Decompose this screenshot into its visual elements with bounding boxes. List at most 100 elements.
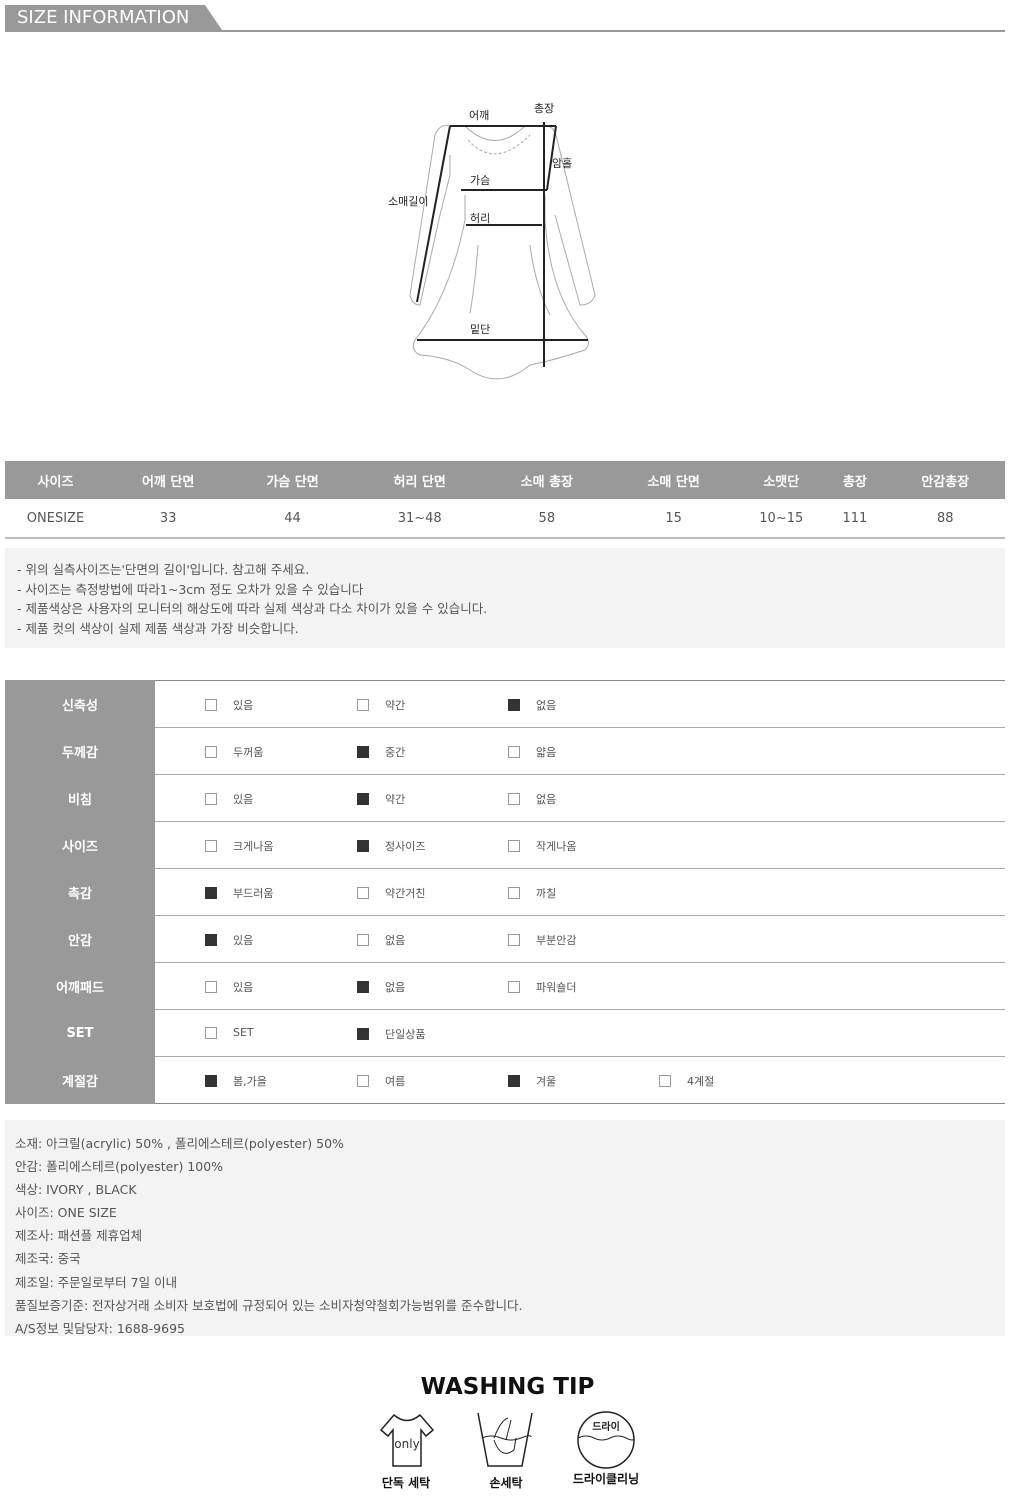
- hand-wash-icon: [477, 1412, 533, 1467]
- attribute-option: 없음: [357, 932, 405, 948]
- option-label: 단일상품: [385, 1028, 426, 1041]
- checkbox-unchecked: [508, 981, 520, 993]
- label-chest: 가슴: [470, 174, 490, 187]
- info-line: 색상: IVORY , BLACK: [15, 1182, 137, 1198]
- size-table: 사이즈 어깨 단면 가슴 단면 허리 단면 소매 총장 소매 단면 소맷단 총장 안감총장 ON…: [5, 461, 1005, 539]
- checkbox-checked: [357, 840, 369, 852]
- option-label: 겨울: [536, 1075, 557, 1088]
- info-line: 품질보증기준: 전자상거래 소비자 보호법에 규정되어 있는 소비자청약철회가능…: [15, 1297, 523, 1313]
- checkbox-unchecked: [659, 1075, 671, 1087]
- column-header: 허리 단면: [354, 461, 485, 499]
- caption-dry-clean: 드라이클리닝: [572, 1472, 640, 1486]
- column-header: 총장: [824, 461, 886, 499]
- attribute-option: 얇음: [508, 744, 556, 760]
- info-line: 사이즈: ONE SIZE: [15, 1205, 117, 1221]
- checkbox-unchecked: [205, 746, 217, 758]
- attribute-label: 안감: [5, 915, 155, 963]
- table-cell: 58: [484, 499, 610, 539]
- table-cell: 44: [230, 499, 355, 539]
- table-cell: 88: [885, 499, 1005, 539]
- checkbox-unchecked: [508, 934, 520, 946]
- option-label: 봄,가을: [233, 1075, 267, 1088]
- attribute-label: 신축성: [5, 680, 155, 728]
- checkbox-unchecked: [357, 1075, 369, 1087]
- checkbox-unchecked: [508, 746, 520, 758]
- attribute-option: 겨울: [508, 1073, 556, 1089]
- info-line: 제조사: 패션플 제휴업체: [15, 1228, 143, 1244]
- checkbox-unchecked: [357, 934, 369, 946]
- option-label: 중간: [385, 746, 406, 759]
- option-label: 없음: [536, 699, 557, 712]
- checkbox-checked: [357, 793, 369, 805]
- attribute-row: 사이즈 크게나옴 정사이즈 작게나옴: [5, 821, 1005, 869]
- option-label: 약간: [385, 793, 406, 806]
- attribute-label: 어깨패드: [5, 962, 155, 1010]
- checkbox-unchecked: [205, 1026, 217, 1039]
- size-notes: - 위의 실측사이즈는'단면의 길이'입니다. 참고해 주세요. - 사이즈는 측…: [5, 548, 1005, 648]
- info-line: 제조일: 주문일로부터 7일 이내: [15, 1274, 178, 1290]
- option-label: 없음: [385, 934, 406, 947]
- option-label: 있음: [233, 981, 254, 994]
- checkbox-unchecked: [205, 840, 217, 852]
- caption-hand-wash: 손세탁: [489, 1476, 523, 1490]
- option-label: 없음: [385, 981, 406, 994]
- attribute-option: 중간: [357, 744, 405, 760]
- attribute-option: 없음: [508, 697, 556, 713]
- table-cell: 111: [824, 499, 886, 539]
- label-hem: 밑단: [470, 323, 490, 336]
- attribute-option: 두꺼움: [205, 744, 263, 760]
- label-length: 총장: [534, 102, 554, 115]
- attribute-option: 4계절: [659, 1073, 714, 1089]
- attribute-label: 두께감: [5, 727, 155, 775]
- label-shoulder: 어깨: [469, 109, 489, 122]
- table-cell: 33: [105, 499, 231, 539]
- info-line: 제조국: 중국: [15, 1251, 81, 1267]
- checkbox-checked: [357, 746, 369, 758]
- attribute-label: 촉감: [5, 868, 155, 916]
- column-header: 가슴 단면: [230, 461, 355, 499]
- attribute-option: 파워숄더: [508, 979, 576, 995]
- attribute-option: 없음: [508, 791, 556, 807]
- checkbox-unchecked: [205, 793, 217, 805]
- attribute-label: 사이즈: [5, 821, 155, 869]
- info-line: 안감: 폴리에스테르(polyester) 100%: [15, 1159, 224, 1175]
- option-label: 부분안감: [536, 934, 577, 947]
- option-label: 크게나옴: [233, 840, 274, 853]
- option-label: 얇음: [536, 746, 557, 759]
- checkbox-checked: [205, 934, 217, 946]
- attribute-row: 두께감 두꺼움 중간 얇음: [5, 727, 1005, 775]
- label-waist: 허리: [470, 212, 490, 225]
- tshirt-icon: only: [379, 1413, 435, 1467]
- option-label: 부드러움: [233, 887, 274, 900]
- column-header: 어깨 단면: [105, 461, 231, 499]
- attribute-label: SET: [5, 1009, 155, 1057]
- option-label: 두꺼움: [233, 746, 264, 759]
- option-label: 정사이즈: [385, 840, 426, 853]
- checkbox-unchecked: [357, 887, 369, 899]
- option-label: 있음: [233, 793, 254, 806]
- attribute-option: 약간: [357, 791, 405, 807]
- note-line: - 사이즈는 측정방법에 따라1~3cm 정도 오차가 있을 수 있습니다: [17, 581, 364, 597]
- option-label: 약간거친: [385, 887, 426, 900]
- checkbox-checked: [205, 887, 217, 899]
- option-label: 있음: [233, 934, 254, 947]
- table-cell: ONESIZE: [5, 499, 106, 539]
- column-header: 소매 단면: [609, 461, 739, 499]
- option-label: 없음: [536, 793, 557, 806]
- label-sleeve: 소매길이: [388, 195, 428, 208]
- checkbox-checked: [357, 981, 369, 993]
- checkbox-unchecked: [357, 699, 369, 711]
- attribute-row: 계절감 봄,가을 여름 겨울 4계절: [5, 1056, 1005, 1104]
- attribute-row: 안감 있음 없음 부분안감: [5, 915, 1005, 963]
- checkbox-checked: [508, 699, 520, 711]
- attribute-option: SET: [205, 1026, 254, 1039]
- attribute-option: 있음: [205, 979, 253, 995]
- dry-clean-icon: 드라이: [577, 1411, 635, 1469]
- note-line: - 제품 컷의 색상이 실제 제품 색상과 가장 비슷합니다.: [17, 620, 299, 636]
- attribute-label: 비침: [5, 774, 155, 822]
- option-label: 작게나옴: [536, 840, 577, 853]
- attribute-option: 봄,가을: [205, 1073, 267, 1089]
- checkbox-unchecked: [508, 887, 520, 899]
- checkbox-checked: [508, 1075, 520, 1087]
- attribute-option: 있음: [205, 697, 253, 713]
